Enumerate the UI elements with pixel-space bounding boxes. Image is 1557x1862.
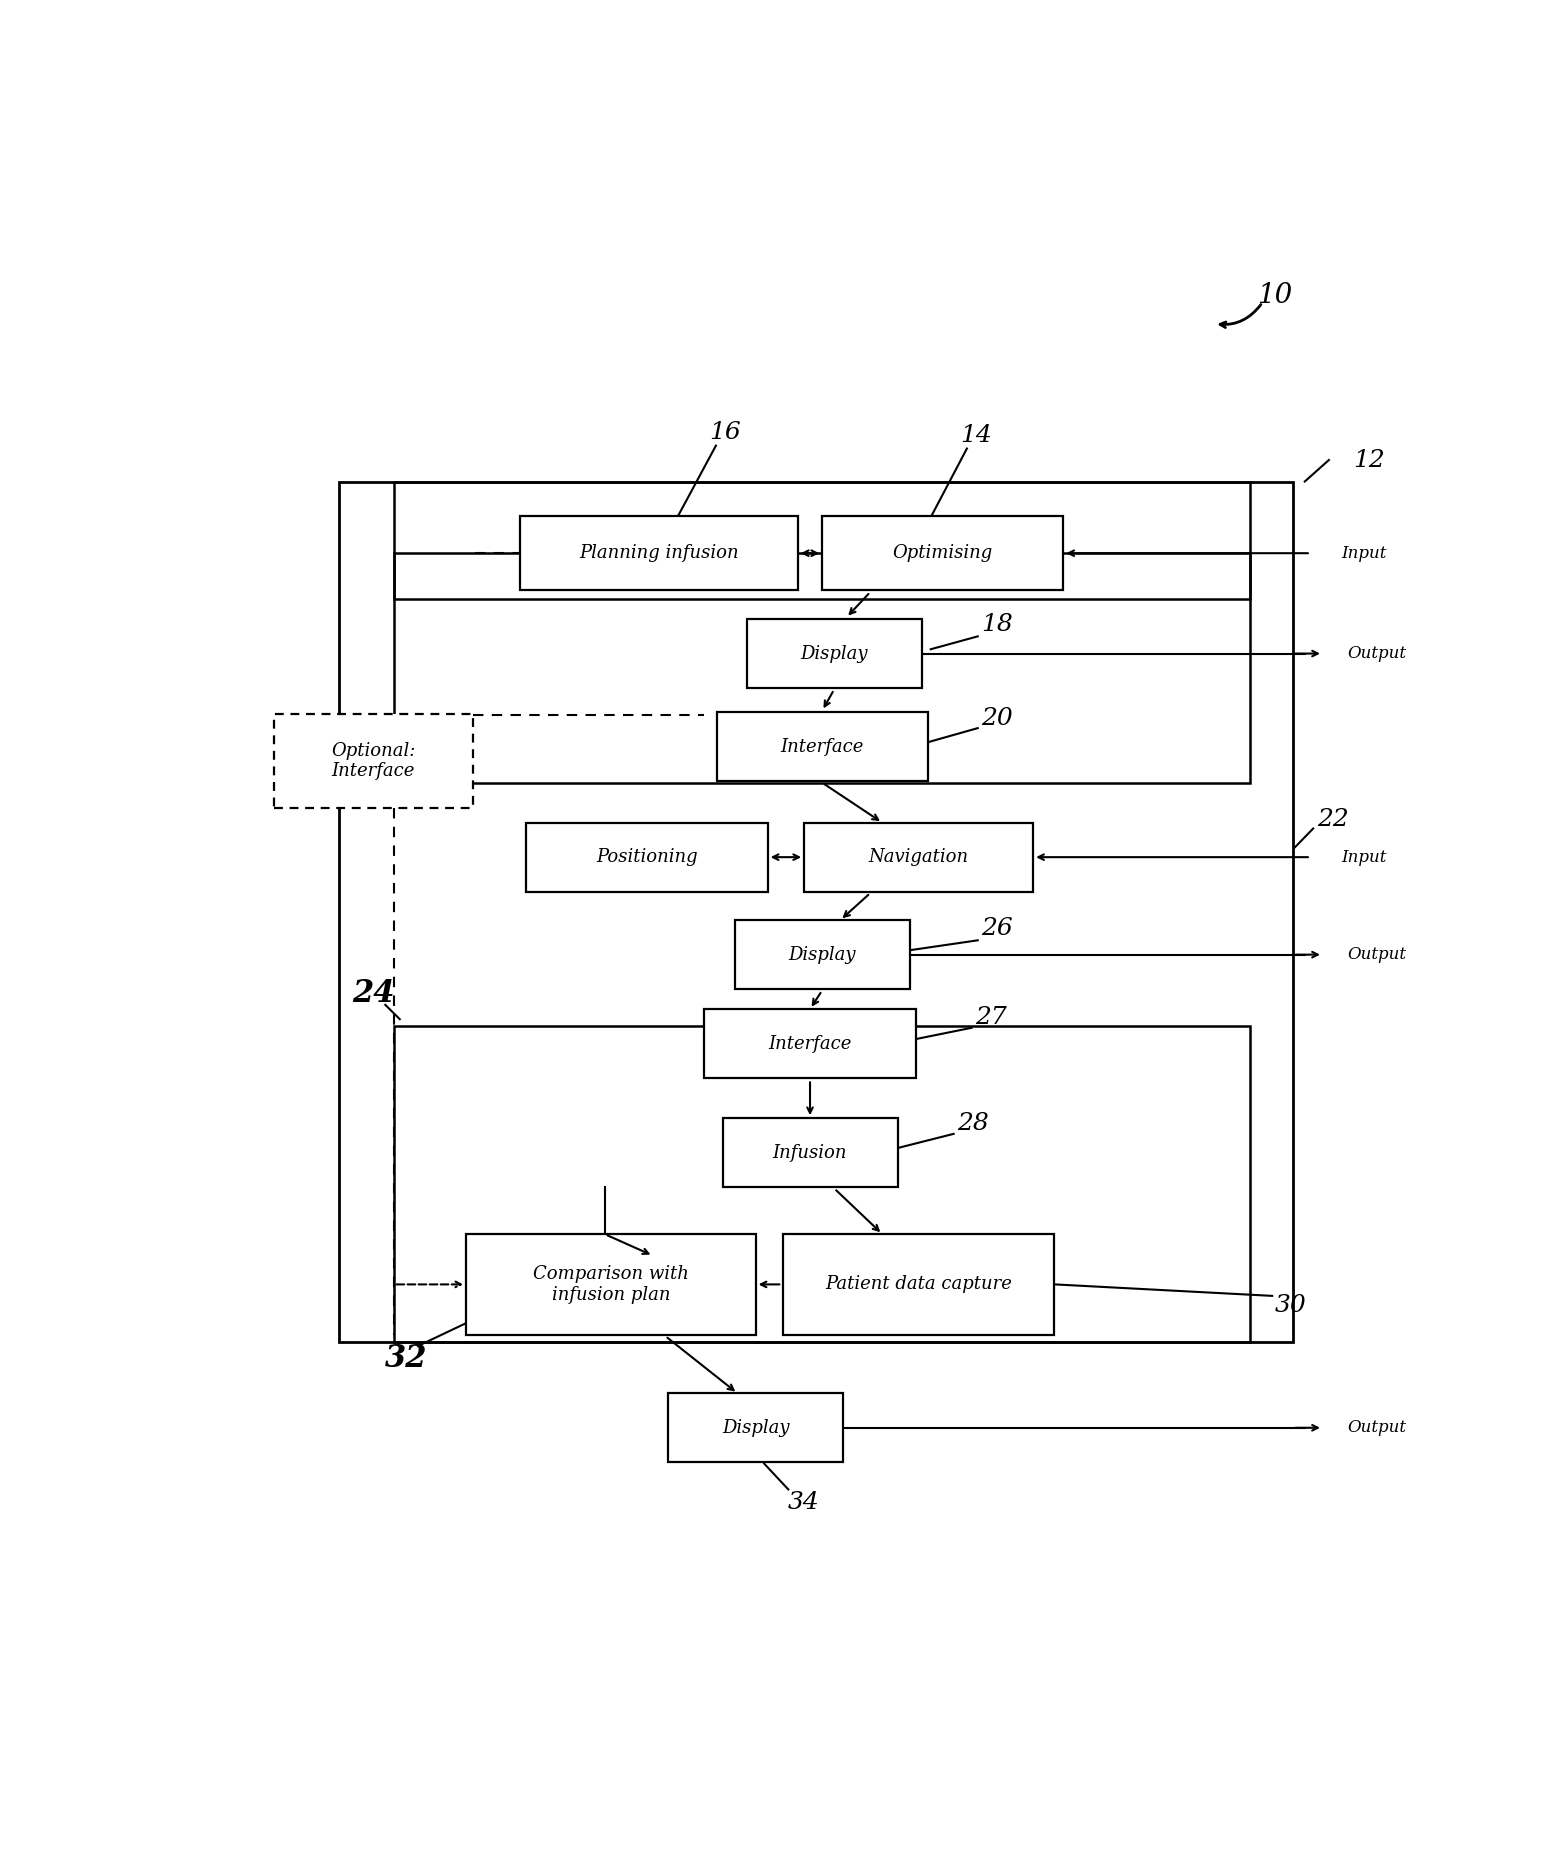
Bar bbox=[716, 713, 928, 782]
Text: 24: 24 bbox=[352, 978, 394, 1009]
Text: Display: Display bbox=[722, 1419, 789, 1437]
Text: 12: 12 bbox=[1353, 449, 1384, 471]
Text: Patient data capture: Patient data capture bbox=[825, 1275, 1012, 1294]
Text: Output: Output bbox=[1347, 1419, 1406, 1436]
Text: Input: Input bbox=[1341, 546, 1386, 562]
Text: 10: 10 bbox=[1256, 281, 1292, 309]
Bar bbox=[803, 823, 1034, 892]
Text: Navigation: Navigation bbox=[869, 849, 968, 866]
Bar bbox=[274, 715, 473, 808]
Bar bbox=[466, 1235, 755, 1335]
Bar bbox=[822, 516, 1063, 590]
Bar bbox=[339, 482, 1292, 1343]
Bar bbox=[668, 1393, 844, 1462]
Text: 22: 22 bbox=[1317, 808, 1348, 830]
Text: 34: 34 bbox=[788, 1491, 821, 1514]
Text: 20: 20 bbox=[981, 706, 1014, 730]
Text: Display: Display bbox=[800, 644, 867, 663]
Text: Comparison with
infusion plan: Comparison with infusion plan bbox=[532, 1264, 688, 1303]
Text: 26: 26 bbox=[981, 918, 1014, 940]
Text: Infusion: Infusion bbox=[772, 1143, 847, 1162]
Bar bbox=[722, 1117, 897, 1186]
Text: Positioning: Positioning bbox=[596, 849, 698, 866]
Text: 18: 18 bbox=[981, 613, 1014, 637]
Bar bbox=[704, 1009, 916, 1078]
Bar bbox=[394, 482, 1250, 600]
Text: Display: Display bbox=[788, 946, 856, 965]
Text: Interface: Interface bbox=[768, 1035, 852, 1052]
Text: Output: Output bbox=[1347, 946, 1406, 963]
Text: 27: 27 bbox=[975, 1005, 1007, 1030]
Text: Optimising: Optimising bbox=[892, 544, 993, 562]
Text: Planning infusion: Planning infusion bbox=[579, 544, 740, 562]
Text: 32: 32 bbox=[385, 1344, 427, 1374]
Text: Input: Input bbox=[1341, 849, 1386, 866]
Text: 28: 28 bbox=[958, 1112, 989, 1136]
Text: 30: 30 bbox=[1275, 1294, 1306, 1318]
Text: 14: 14 bbox=[961, 425, 992, 447]
Bar bbox=[783, 1235, 1054, 1335]
Bar bbox=[526, 823, 768, 892]
Bar bbox=[520, 516, 797, 590]
Text: Interface: Interface bbox=[780, 737, 864, 756]
Text: Output: Output bbox=[1347, 644, 1406, 663]
Bar bbox=[394, 553, 1250, 782]
Text: Optional:
Interface: Optional: Interface bbox=[332, 741, 416, 780]
Bar bbox=[735, 920, 909, 989]
Bar bbox=[394, 1026, 1250, 1343]
Bar bbox=[747, 620, 922, 687]
Text: 16: 16 bbox=[710, 421, 741, 445]
